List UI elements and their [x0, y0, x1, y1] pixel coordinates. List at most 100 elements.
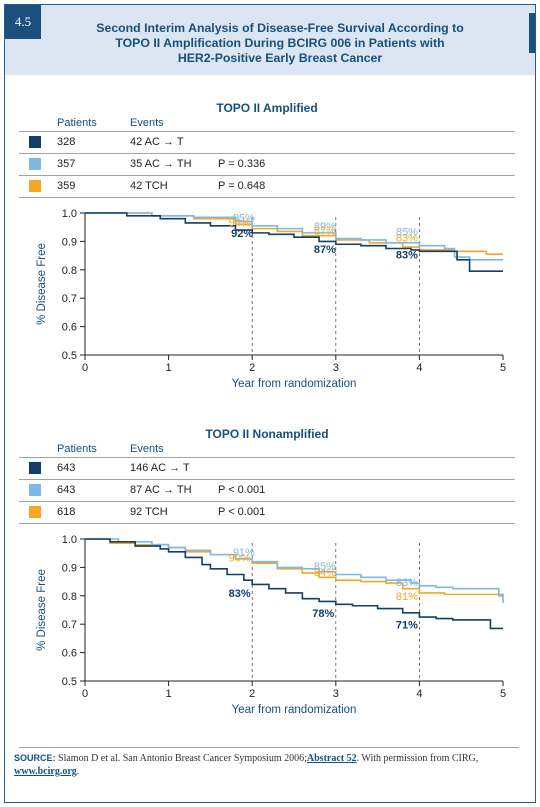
source-text: . [76, 766, 80, 777]
patients-value: 643 [57, 484, 76, 496]
ac-t-swatch [29, 136, 41, 148]
header-accent-strip [529, 13, 535, 53]
patients-value: 618 [57, 506, 76, 518]
y-axis-label: % Disease Free [36, 243, 48, 325]
y-tick-label: 0.8 [62, 265, 77, 277]
y-tick-label: 1.0 [62, 534, 77, 546]
legend-row-ac-th: 643 87 AC → TH P < 0.001 [19, 479, 515, 501]
panel-amplified: TOPO II Amplified Patients Events 328 42… [19, 93, 515, 413]
percent-label: 78% [312, 608, 334, 620]
source-label: SOURCE: [14, 753, 56, 763]
percent-label: 90% [229, 553, 251, 565]
percent-label: 92% [231, 228, 253, 240]
x-tick-label: 4 [416, 688, 422, 700]
patients-value: 643 [57, 462, 76, 474]
x-tick-label: 0 [82, 362, 88, 374]
figure-title: Second Interim Analysis of Disease-Free … [65, 21, 495, 66]
percent-label: 94% [229, 217, 251, 229]
percent-label: 91% [233, 547, 255, 559]
dfs-chart-nonamplified: 0.5 0.6 0.7 0.8 0.9 1.0 0 1 2 3 4 5 Year from random… [36, 534, 506, 716]
ac-t-swatch [29, 462, 41, 474]
patients-header: Patients [57, 443, 97, 455]
figure-title-line: HER2-Positive Early Breast Cancer [177, 51, 383, 65]
percent-label: 83% [396, 232, 418, 244]
y-tick-label: 0.5 [62, 676, 77, 688]
x-tick-label: 5 [500, 688, 506, 700]
y-tick-label: 0.9 [62, 562, 77, 574]
events-value: 92 TCH [130, 506, 168, 518]
figure-number: 4.5 [5, 5, 41, 39]
percent-label: 87% [314, 225, 336, 237]
percent-label: 84% [314, 567, 336, 579]
events-value: 42 TCH [130, 180, 168, 192]
percent-label: 83% [229, 588, 251, 600]
events-value: 87 AC → TH [130, 484, 192, 496]
p-value: P < 0.001 [218, 506, 266, 518]
bcirg-link[interactable]: www.bcirg.org [14, 766, 77, 777]
legend-row-ac-t: 643 146 AC → T [19, 457, 515, 479]
legend-row-ac-t: 328 42 AC → T [19, 131, 515, 153]
x-axis-label: Year from randomization [232, 378, 357, 390]
y-tick-label: 0.6 [62, 322, 77, 334]
survival-curve-ac-t [85, 538, 503, 630]
legend-row-tch: 618 92 TCH P < 0.001 [19, 501, 515, 524]
p-value: P = 0.336 [218, 158, 266, 170]
x-tick-label: 4 [416, 362, 422, 374]
x-tick-label: 3 [333, 362, 339, 374]
dfs-chart-amplified: 0.5 0.6 0.7 0.8 0.9 1.0 0 1 2 3 4 5 Year from random… [36, 208, 506, 390]
y-tick-label: 0.7 [62, 619, 77, 631]
percent-label: 71% [396, 619, 418, 631]
source-divider [19, 747, 519, 748]
patients-value: 359 [57, 180, 76, 192]
p-value: P = 0.648 [218, 180, 266, 192]
patients-value: 357 [57, 158, 76, 170]
percent-label: 87% [314, 244, 336, 256]
percent-label: 89% [314, 221, 336, 233]
figure-title-line: TOPO II Amplification During BCIRG 006 i… [115, 36, 445, 50]
percent-label: 85% [314, 561, 336, 573]
survival-curve-ac-th [85, 538, 504, 603]
percent-label: 83% [396, 249, 418, 261]
x-axis-label: Year from randomization [232, 704, 357, 716]
y-tick-label: 0.8 [62, 591, 77, 603]
events-header: Events [130, 443, 164, 455]
panel-title: TOPO II Nonamplified [205, 427, 329, 441]
figure-header: 4.5 Second Interim Analysis of Disease-F… [5, 5, 535, 75]
survival-curve-ac-t [85, 212, 503, 273]
y-tick-label: 0.7 [62, 293, 77, 305]
percent-label: 83% [396, 577, 418, 589]
x-tick-label: 5 [500, 362, 506, 374]
x-tick-label: 3 [333, 688, 339, 700]
source-text: Slamon D et al. San Antonio Breast Cance… [58, 753, 307, 764]
source-note: SOURCE: Slamon D et al. San Antonio Brea… [14, 752, 514, 778]
ac-th-swatch [29, 484, 41, 496]
legend-row-tch: 359 42 TCH P = 0.648 [19, 175, 515, 198]
percent-label: 81% [396, 591, 418, 603]
y-tick-label: 0.9 [62, 236, 77, 248]
events-value: 42 AC → T [130, 136, 184, 148]
x-tick-label: 1 [166, 362, 172, 374]
percent-label: 95% [233, 213, 255, 225]
legend-row-ac-th: 357 35 AC → TH P = 0.336 [19, 153, 515, 175]
tch-swatch [29, 506, 41, 518]
events-value: 35 AC → TH [130, 158, 192, 170]
tch-swatch [29, 180, 41, 192]
events-header: Events [130, 117, 164, 129]
patients-value: 328 [57, 136, 76, 148]
p-value: P < 0.001 [218, 484, 266, 496]
source-text: . With permission from CIRG, [356, 753, 479, 764]
events-value: 146 AC → T [130, 462, 190, 474]
abstract-link[interactable]: Abstract 52 [306, 753, 357, 764]
figure-frame: 4.5 Second Interim Analysis of Disease-F… [4, 4, 536, 803]
patients-header: Patients [57, 117, 97, 129]
survival-curve-tch [85, 212, 503, 255]
panel-nonamplified: TOPO II Nonamplified Patients Events 643… [19, 419, 515, 749]
y-tick-label: 0.6 [62, 648, 77, 660]
x-tick-label: 2 [249, 362, 255, 374]
y-tick-label: 0.5 [62, 350, 77, 362]
x-tick-label: 0 [82, 688, 88, 700]
x-tick-label: 1 [166, 688, 172, 700]
x-tick-label: 2 [249, 688, 255, 700]
y-tick-label: 1.0 [62, 208, 77, 220]
y-axis-label: % Disease Free [36, 569, 48, 651]
